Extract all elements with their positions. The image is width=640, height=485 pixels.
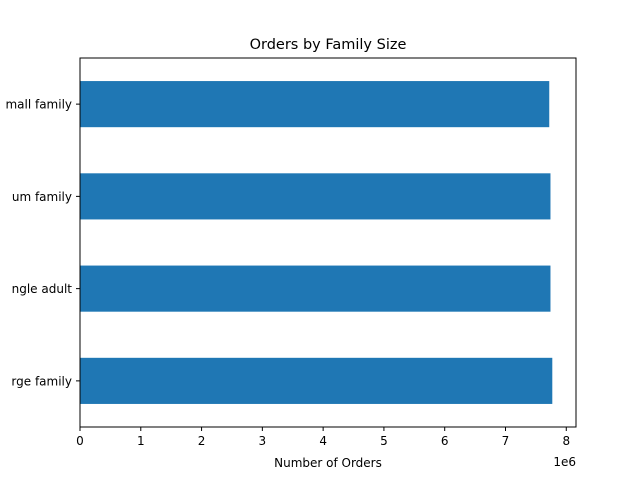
x-tick-label-7: 7 [502,434,510,448]
x-axis-label: Number of Orders [274,456,382,470]
chart-title: Orders by Family Size [250,37,407,53]
x-tick-label-6: 6 [441,434,449,448]
plot-frame [79,57,577,428]
bar-medium-family [80,173,551,220]
bar-single-adult [80,265,551,312]
y-tick-label-single-adult: ngle adult [12,282,73,296]
y-tick-label-small-family: mall family [5,98,72,112]
y-tick-label-large-family: rge family [11,374,72,388]
y-tick-labels: mall family um family ngle adult rge family [5,98,80,388]
x-ticks: 0 1 2 3 4 5 6 7 8 [76,427,570,448]
y-tick-label-medium-family: um family [12,190,72,204]
x-tick-label-1: 1 [137,434,145,448]
x-tick-label-5: 5 [380,434,388,448]
bar-small-family [80,81,550,128]
bars-group [80,81,553,404]
x-tick-label-8: 8 [562,434,570,448]
x-tick-label-3: 3 [259,434,267,448]
x-tick-label-2: 2 [198,434,206,448]
x-axis-offset-label: 1e6 [553,455,576,469]
bar-large-family [80,357,553,404]
x-tick-label-4: 4 [319,434,327,448]
x-tick-label-0: 0 [76,434,84,448]
